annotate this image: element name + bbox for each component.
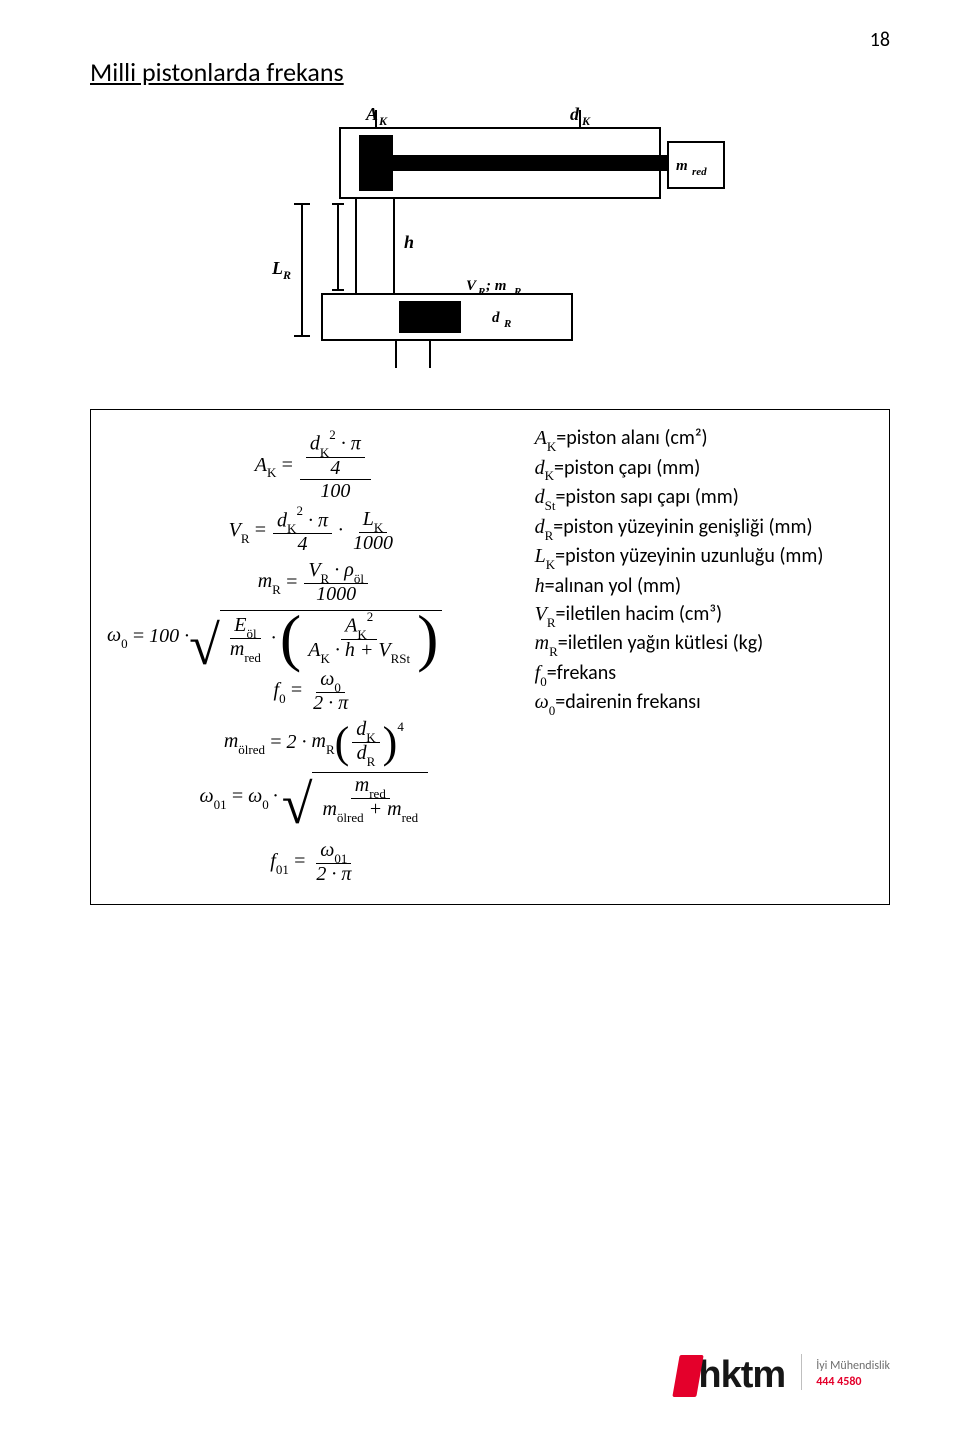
formula-mR: mR = VR · ρöl 1000 bbox=[107, 560, 521, 604]
diagram-label-AK: A bbox=[365, 104, 378, 124]
page-number: 18 bbox=[870, 28, 890, 52]
svg-text:K: K bbox=[378, 114, 388, 128]
diagram-container: A K d K m red h L R V R ; m R d R bbox=[90, 98, 890, 383]
diagram-label-dR: d bbox=[492, 310, 500, 326]
glossary-row: f0=frekans bbox=[535, 660, 887, 689]
footer-tagline: İyi Mühendislik 444 4580 bbox=[801, 1354, 890, 1390]
formulas-column: AK = dK2 · π 4 100 VR = dK2 · π bbox=[107, 424, 521, 890]
formula-f0: f0 = ω0 2 · π bbox=[107, 669, 521, 713]
tagline-phone: 444 4580 bbox=[816, 1374, 890, 1390]
formula-omega0: ω0 = 100 · √ Eöl mred · AK2 bbox=[107, 610, 521, 663]
glossary-row: AK=piston alanı (cm²) bbox=[535, 425, 887, 454]
formula-AK: AK = dK2 · π 4 100 bbox=[107, 430, 521, 502]
glossary-row: dR=piston yüzeyinin genişliği (mm) bbox=[535, 514, 887, 543]
glossary-row: mR=iletilen yağın kütlesi (kg) bbox=[535, 630, 887, 659]
glossary-row: dK=piston çapı (mm) bbox=[535, 455, 887, 484]
logo: hktm bbox=[676, 1354, 785, 1397]
page: 18 Milli pistonlarda frekans bbox=[0, 0, 960, 1433]
page-title: Milli pistonlarda frekans bbox=[90, 56, 890, 88]
svg-text:K: K bbox=[581, 114, 591, 128]
glossary-row: h=alınan yol (mm) bbox=[535, 573, 887, 600]
diagram-label-VRmR: V bbox=[466, 278, 478, 294]
svg-text:R: R bbox=[477, 286, 485, 298]
glossary-row: dSt=piston sapı çapı (mm) bbox=[535, 484, 887, 513]
formula-omega01: ω01 = ω0 · √ mred mölred + mred bbox=[107, 772, 521, 822]
glossary-row: LK=piston yüzeyinin uzunluğu (mm) bbox=[535, 543, 887, 572]
glossary-column: AK=piston alanı (cm²)dK=piston çapı (mm)… bbox=[535, 424, 887, 890]
svg-text:R: R bbox=[282, 268, 291, 282]
glossary-row: VR=iletilen hacim (cm³) bbox=[535, 601, 887, 630]
diagram-label-h: h bbox=[404, 232, 414, 252]
svg-text:red: red bbox=[692, 166, 707, 178]
content-box: AK = dK2 · π 4 100 VR = dK2 · π bbox=[90, 409, 890, 905]
svg-text:; m: ; m bbox=[486, 278, 506, 294]
diagram-label-LR: L bbox=[271, 258, 283, 278]
logo-text: hktm bbox=[698, 1354, 785, 1397]
diagram-label-dK: d bbox=[570, 104, 580, 124]
piston-diagram: A K d K m red h L R V R ; m R d R bbox=[230, 98, 750, 383]
svg-text:R: R bbox=[513, 286, 521, 298]
footer: hktm İyi Mühendislik 444 4580 bbox=[676, 1354, 890, 1397]
glossary-row: ω0=dairenin frekansı bbox=[535, 689, 887, 718]
tagline-text: İyi Mühendislik bbox=[816, 1358, 890, 1374]
svg-text:R: R bbox=[503, 318, 511, 330]
formula-f01: f01 = ω01 2 · π bbox=[107, 840, 521, 884]
formula-VR: VR = dK2 · π 4 · LK 1000 bbox=[107, 508, 521, 555]
diagram-label-mred: m bbox=[676, 158, 688, 174]
formula-molred: mölred = 2 · mR dK dR 4 bbox=[107, 719, 521, 766]
